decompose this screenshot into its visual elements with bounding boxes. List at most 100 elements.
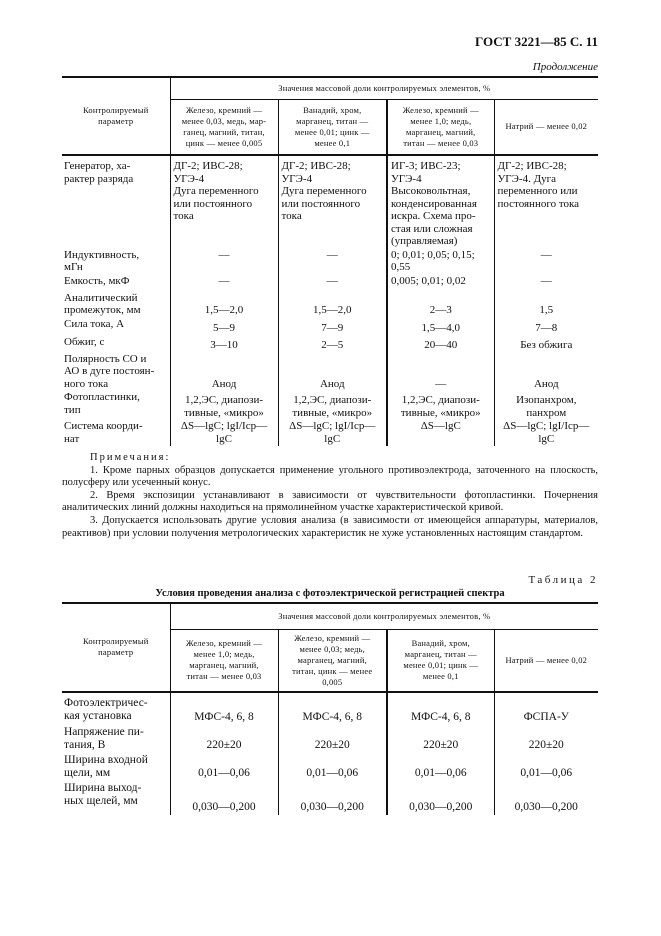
note-item: 2. Время экспозиции устанавливают в зави… <box>62 489 598 514</box>
value-cell: 0,01—0,06 <box>277 752 387 781</box>
group-header: Значения массовой доли контролируемых эл… <box>169 602 599 630</box>
value-cell: 2—5 <box>277 334 387 352</box>
table-row: Система коорди- нат ΔS—lgC; lgI/Iср—lgC ΔS… <box>62 419 599 446</box>
notes: Примечания: 1. Кроме парных образцов доп… <box>62 452 598 540</box>
value-cell: Анод <box>169 351 278 390</box>
column-header: Железо, кремний — менее 1,0; медь, марга… <box>169 629 278 693</box>
value-cell: Анод <box>493 351 599 390</box>
value-cell: 0,030—0,200 <box>277 780 387 815</box>
table-2: Контролируемый параметр Значения массово… <box>62 602 599 815</box>
column-header: Ванадий, хром, марганец, титан — менее 0… <box>386 629 494 693</box>
group-header: Значения массовой доли контролируемых эл… <box>169 76 599 100</box>
param-label: Фотопластинки, тип <box>64 391 140 416</box>
param-cell: Генератор, ха- рактер разряда <box>62 155 170 248</box>
value-cell: 7—8 <box>493 316 599 335</box>
value-cell: 0,030—0,200 <box>169 780 278 815</box>
param-label: Сила тока, А <box>64 317 125 330</box>
param-cell: Система коорди- нат <box>62 419 170 446</box>
table-row: Напряжение пи- тания, В 220±20 220±20 220±2… <box>62 724 599 753</box>
value-cell: 0,01—0,06 <box>493 752 599 781</box>
value-cell: ДГ-2; ИВС-28; УГЭ-4. Дуга переменного ил… <box>493 155 599 248</box>
notes-title: Примечания: <box>90 452 171 463</box>
param-cell: Ширина входной щели, мм <box>62 753 170 781</box>
value-cell: — <box>169 247 278 274</box>
value-cell: 0,01—0,06 <box>386 752 494 781</box>
param-label: Фотоэлектричес- кая установка <box>64 696 148 723</box>
table-row: Фотопластинки, тип 1,2,ЭС, диапози- тивны… <box>62 390 599 419</box>
column-header: Ванадий, хром, марганец, титан — менее 0… <box>277 99 387 156</box>
param-label: Полярность СО и АО в дуге постоян- ного … <box>64 352 155 390</box>
table-row: Ширина выход- ных щелей, мм 0,030—0,200 0,… <box>62 780 599 815</box>
param-cell: Аналитический промежуток, мм <box>62 291 170 317</box>
value-cell: 220±20 <box>169 724 278 753</box>
param-label: Напряжение пи- тания, В <box>64 725 144 752</box>
value-cell: ΔS—lgC; lgI/Iср—lgC <box>277 419 387 446</box>
value-cell: 1,5—2,0 <box>277 290 387 317</box>
param-label: Генератор, ха- рактер разряда <box>64 160 134 185</box>
value-cell: 1,5 <box>493 290 599 317</box>
value-cell: 220±20 <box>277 724 387 753</box>
value-cell: ΔS—lgC; lgI/Iср—lgC <box>493 419 599 446</box>
value-cell: 7—9 <box>277 316 387 335</box>
value-cell: Изопанхром, панхром <box>493 390 599 419</box>
value-cell: ΔS—lgC; lgI/Iср—lgC <box>169 419 278 446</box>
continuation-label: Продолжение <box>532 61 598 73</box>
value-cell: 0,005; 0,01; 0,02 <box>386 273 494 291</box>
value-cell: 1,2,ЭС, диапози- тивные, «микро» <box>386 390 494 419</box>
value-cell: 3—10 <box>169 334 278 352</box>
value-cell: ДГ-2; ИВС-28; УГЭ-4 Дуга переменного или… <box>169 155 278 248</box>
value-cell: 1,2,ЭС, диапози- тивные, «микро» <box>169 390 278 419</box>
value-cell: 5—9 <box>169 316 278 335</box>
value-cell: — <box>493 247 599 274</box>
table-row: Сила тока, А 5—9 7—9 1,5—4,0 7—8 <box>62 316 599 335</box>
value-cell: ДГ-2; ИВС-28; УГЭ-4 Дуга переменного или… <box>277 155 387 248</box>
note-item: 3. Допускается использовать другие услов… <box>62 514 598 539</box>
value-cell: — <box>277 273 387 291</box>
param-label: Ширина входной щели, мм <box>64 753 148 780</box>
value-cell: 1,5—2,0 <box>169 290 278 317</box>
value-cell: 0,01—0,06 <box>169 752 278 781</box>
table-row: Аналитический промежуток, мм 1,5—2,0 1,5—2… <box>62 290 599 317</box>
table-row: Емкость, мкФ — —0,005; 0,01; 0,02— <box>62 273 599 291</box>
param-cell: Емкость, мкФ <box>62 274 170 291</box>
value-cell: 0; 0,01; 0,05; 0,15; 0,55 <box>386 247 494 274</box>
note-item: 1. Кроме парных образцов допускается при… <box>62 464 598 489</box>
value-cell: 220±20 <box>493 724 599 753</box>
param-cell: Обжиг, с <box>62 335 170 352</box>
value-cell: ФСПА-У <box>493 691 599 725</box>
param-cell: Фотоэлектричес- кая установка <box>62 692 170 725</box>
param-header: Контролируемый параметр <box>62 602 170 693</box>
param-label: Ширина выход- ных щелей, мм <box>64 781 142 808</box>
value-cell: — <box>169 273 278 291</box>
param-cell: Сила тока, А <box>62 317 170 335</box>
param-cell: Фотопластинки, тип <box>62 390 170 419</box>
value-cell: Анод <box>277 351 387 390</box>
param-label: Емкость, мкФ <box>64 274 130 287</box>
value-cell: — <box>493 273 599 291</box>
value-cell: 2—3 <box>386 290 494 317</box>
value-cell: МФС-4, 6, 8 <box>169 691 278 725</box>
param-label: Система коорди- нат <box>64 420 143 445</box>
param-label: Индуктивность, мГн <box>64 248 140 274</box>
table-title: Условия проведения анализа с фотоэлектри… <box>155 588 505 600</box>
value-cell: 0,030—0,200 <box>493 780 599 815</box>
table-row: Ширина входной щели, мм 0,01—0,06 0,01—0,0… <box>62 752 599 781</box>
value-cell: 20—40 <box>386 334 494 352</box>
column-header: Железо, кремний — менее 0,03; медь, марг… <box>277 629 387 693</box>
value-cell: 220±20 <box>386 724 494 753</box>
value-cell: МФС-4, 6, 8 <box>386 691 494 725</box>
value-cell: 1,2,ЭС, диапози- тивные, «микро» <box>277 390 387 419</box>
column-header: Железо, кремний — менее 1,0; медь, марга… <box>386 99 494 156</box>
table-number: Таблица 2 <box>528 574 598 587</box>
value-cell: 1,5—4,0 <box>386 316 494 335</box>
value-cell: 0,030—0,200 <box>386 780 494 815</box>
param-cell: Полярность СО и АО в дуге постоян- ного … <box>62 352 170 391</box>
param-label: Обжиг, с <box>64 335 105 348</box>
table-row: Фотоэлектричес- кая установка МФС-4, 6, 8… <box>62 691 599 725</box>
column-header: Натрий — менее 0,02 <box>493 99 599 156</box>
table-row: Генератор, ха- рактер разряда ДГ-2; ИВС-2… <box>62 155 599 248</box>
param-cell: Ширина выход- ных щелей, мм <box>62 781 170 815</box>
value-cell: ΔS—lgC <box>386 419 494 446</box>
value-cell: — <box>386 351 494 390</box>
